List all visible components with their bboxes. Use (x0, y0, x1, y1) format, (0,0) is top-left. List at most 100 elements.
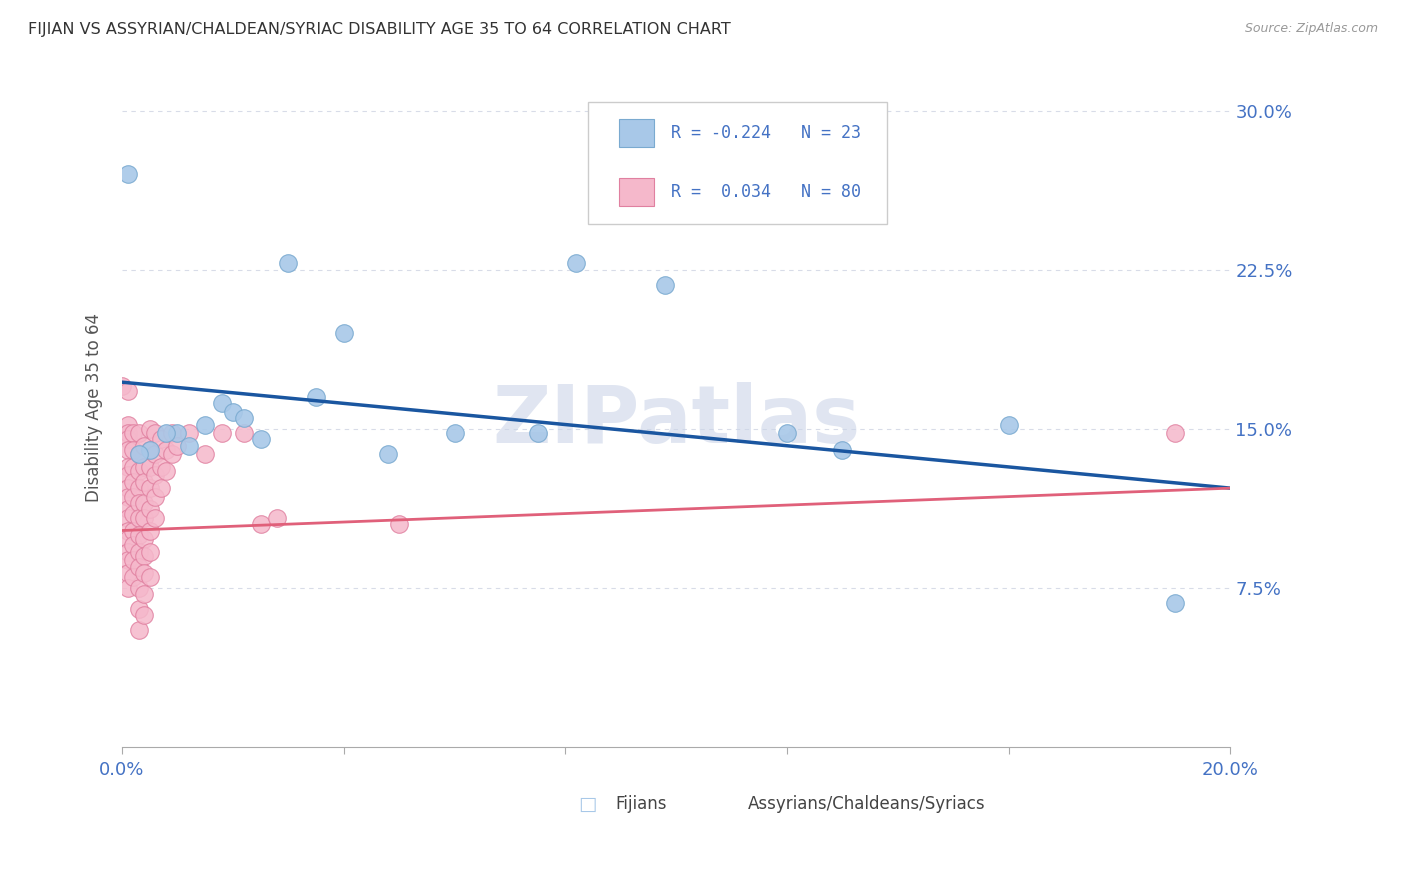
Point (117, 566, 139, 580)
Text: ZIPatlas: ZIPatlas (492, 382, 860, 460)
Point (128, 481, 150, 495)
Point (249, 517, 271, 532)
Text: R =  0.034   N = 80: R = 0.034 N = 80 (671, 183, 860, 201)
Point (160, 447, 183, 461)
Point (122, 524, 145, 538)
FancyBboxPatch shape (619, 120, 654, 146)
Point (122, 459, 145, 474)
Point (128, 510, 150, 524)
Point (155, 442, 177, 457)
Point (565, 256, 588, 270)
Point (149, 433, 172, 447)
Point (122, 442, 145, 457)
Point (139, 459, 162, 474)
FancyBboxPatch shape (574, 788, 600, 822)
Point (149, 481, 172, 495)
Text: R = -0.224   N = 23: R = -0.224 N = 23 (671, 124, 860, 142)
Point (266, 510, 288, 524)
Point (122, 507, 145, 521)
Point (211, 425, 233, 440)
Point (128, 447, 150, 461)
Point (117, 481, 139, 495)
Point (128, 425, 150, 440)
Point (128, 447, 150, 461)
Point (128, 581, 150, 595)
Point (134, 587, 156, 601)
Point (117, 490, 139, 504)
Point (139, 442, 162, 457)
Point (117, 459, 139, 474)
Point (117, 581, 139, 595)
Point (134, 549, 156, 563)
Point (117, 433, 139, 447)
Point (1164, 596, 1187, 610)
Point (117, 545, 139, 559)
Point (134, 475, 156, 489)
Point (143, 510, 166, 524)
Point (211, 396, 233, 410)
Point (149, 459, 172, 474)
Point (139, 422, 162, 436)
Point (134, 439, 156, 453)
Point (177, 425, 200, 440)
Point (177, 439, 200, 453)
Point (134, 608, 156, 623)
Point (134, 496, 156, 510)
Point (117, 442, 139, 457)
Point (443, 425, 465, 440)
Point (128, 464, 150, 478)
Point (117, 417, 139, 432)
Point (117, 425, 139, 440)
Point (139, 502, 162, 516)
Point (134, 459, 156, 474)
Point (128, 559, 150, 574)
Point (194, 417, 217, 432)
Point (134, 532, 156, 546)
Point (654, 277, 676, 292)
Point (233, 411, 256, 425)
Point (388, 517, 411, 532)
Point (143, 425, 166, 440)
Text: Assyrians/Chaldeans/Syriacs: Assyrians/Chaldeans/Syriacs (748, 796, 986, 814)
Point (194, 447, 217, 461)
Point (143, 490, 166, 504)
Point (139, 545, 162, 559)
Point (526, 425, 548, 440)
Point (117, 532, 139, 546)
Point (122, 553, 145, 567)
Point (117, 384, 139, 398)
Point (377, 447, 399, 461)
FancyBboxPatch shape (588, 103, 887, 225)
Point (117, 510, 139, 524)
Point (122, 538, 145, 552)
Point (831, 442, 853, 457)
Text: FIJIAN VS ASSYRIAN/CHALDEAN/SYRIAC DISABILITY AGE 35 TO 64 CORRELATION CHART: FIJIAN VS ASSYRIAN/CHALDEAN/SYRIAC DISAB… (28, 22, 731, 37)
Point (128, 496, 150, 510)
Point (117, 524, 139, 538)
Text: Source: ZipAtlas.com: Source: ZipAtlas.com (1244, 22, 1378, 36)
Point (128, 623, 150, 637)
Point (277, 256, 299, 270)
FancyBboxPatch shape (619, 178, 654, 205)
Point (128, 528, 150, 542)
Point (122, 475, 145, 489)
Point (233, 425, 256, 440)
Point (143, 468, 166, 483)
Point (776, 425, 799, 440)
Point (122, 490, 145, 504)
Point (166, 425, 188, 440)
Point (139, 570, 162, 584)
Point (128, 545, 150, 559)
Point (111, 379, 134, 393)
Point (1164, 425, 1187, 440)
Text: Fijians: Fijians (616, 796, 666, 814)
Point (128, 602, 150, 616)
Point (134, 510, 156, 524)
Point (222, 405, 245, 419)
Point (117, 468, 139, 483)
Point (139, 524, 162, 538)
Point (122, 570, 145, 584)
Point (166, 439, 188, 453)
Point (332, 326, 354, 341)
Text: □: □ (578, 795, 596, 814)
